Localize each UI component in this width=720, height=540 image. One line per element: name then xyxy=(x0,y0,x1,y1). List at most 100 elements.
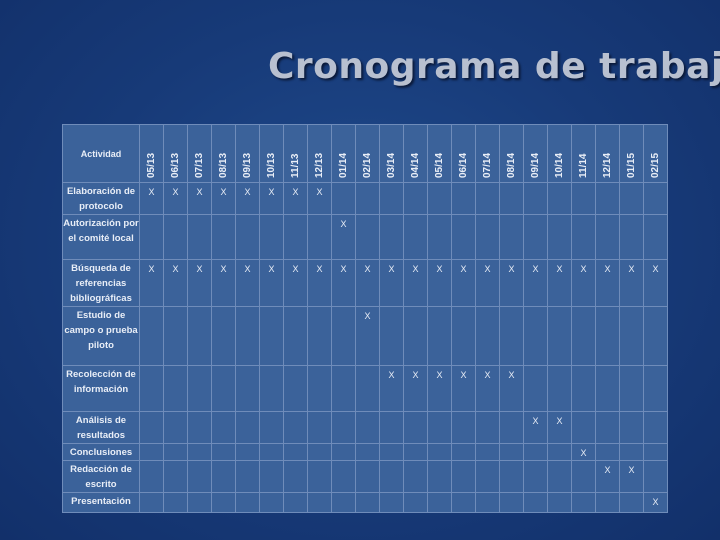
schedule-cell: X xyxy=(235,259,260,307)
schedule-cell xyxy=(163,492,188,513)
schedule-cell xyxy=(523,214,548,260)
table-row: Estudio de campo o prueba piloto X xyxy=(62,306,668,366)
schedule-cell: X xyxy=(427,259,452,307)
schedule-cell xyxy=(619,411,644,444)
schedule-cell: X xyxy=(163,259,188,307)
schedule-cell xyxy=(187,492,212,513)
schedule-cell: X xyxy=(331,259,356,307)
schedule-cell xyxy=(355,214,380,260)
activity-label: Búsqueda de referencias bibliográficas xyxy=(62,259,140,307)
month-label: 08/14 xyxy=(505,152,517,178)
month-label: 01/14 xyxy=(337,152,349,178)
schedule-cell xyxy=(283,365,308,412)
month-header: 05/14 xyxy=(427,124,452,183)
schedule-cell xyxy=(355,182,380,215)
schedule-cell: X xyxy=(139,259,164,307)
month-header: 02/15 xyxy=(643,124,668,183)
schedule-cell xyxy=(571,306,596,366)
schedule-cell xyxy=(187,460,212,493)
schedule-cell xyxy=(187,306,212,366)
schedule-cell xyxy=(211,443,236,461)
schedule-cell xyxy=(547,182,572,215)
schedule-cell: X xyxy=(187,182,212,215)
schedule-cell: X xyxy=(235,182,260,215)
schedule-cell xyxy=(235,443,260,461)
schedule-cell: X xyxy=(499,365,524,412)
schedule-cell xyxy=(187,214,212,260)
schedule-cell xyxy=(307,306,332,366)
schedule-cell xyxy=(451,306,476,366)
schedule-cell: X xyxy=(403,365,428,412)
schedule-cell xyxy=(187,443,212,461)
month-label: 07/13 xyxy=(193,152,205,178)
schedule-cell: X xyxy=(187,259,212,307)
schedule-cell xyxy=(547,460,572,493)
schedule-cell xyxy=(619,214,644,260)
table-row: Autorización por el comité local X xyxy=(62,214,668,260)
month-label: 11/13 xyxy=(289,153,301,178)
schedule-cell xyxy=(235,365,260,412)
schedule-cell xyxy=(523,306,548,366)
schedule-cell xyxy=(499,443,524,461)
schedule-cell: X xyxy=(379,365,404,412)
month-label: 09/14 xyxy=(529,152,541,178)
schedule-cell xyxy=(379,443,404,461)
schedule-cell: X xyxy=(571,259,596,307)
schedule-cell: X xyxy=(475,365,500,412)
schedule-cell xyxy=(283,306,308,366)
schedule-cell xyxy=(547,492,572,513)
schedule-cell xyxy=(307,443,332,461)
schedule-cell xyxy=(451,443,476,461)
schedule-cell xyxy=(163,214,188,260)
schedule-cell xyxy=(379,306,404,366)
schedule-cell xyxy=(163,306,188,366)
schedule-cell xyxy=(307,492,332,513)
month-label: 06/13 xyxy=(169,152,181,178)
schedule-cell xyxy=(187,411,212,444)
schedule-cell xyxy=(403,443,428,461)
table-row: Presentación X xyxy=(62,492,668,513)
schedule-cell: X xyxy=(595,259,620,307)
schedule-cell: X xyxy=(475,259,500,307)
schedule-cell xyxy=(355,492,380,513)
schedule-cell xyxy=(235,411,260,444)
activity-label: Redacción de escrito xyxy=(62,460,140,493)
schedule-cell xyxy=(427,460,452,493)
schedule-cell xyxy=(139,306,164,366)
schedule-cell xyxy=(595,443,620,461)
schedule-cell xyxy=(403,492,428,513)
schedule-cell xyxy=(211,214,236,260)
activity-label: Elaboración de protocolo xyxy=(62,182,140,215)
month-label: 02/15 xyxy=(649,152,661,178)
schedule-cell: X xyxy=(355,306,380,366)
schedule-cell xyxy=(403,306,428,366)
table-row: Recolección de información X X X X X X xyxy=(62,365,668,412)
schedule-cell xyxy=(187,365,212,412)
schedule-cell xyxy=(139,443,164,461)
month-label: 07/14 xyxy=(481,152,493,178)
header-row: Actividad 05/13 06/13 07/13 08/13 09/13 10/13… xyxy=(62,124,668,183)
schedule-cell xyxy=(307,214,332,260)
schedule-cell xyxy=(571,214,596,260)
schedule-cell xyxy=(355,411,380,444)
activity-label: Recolección de información xyxy=(62,365,140,412)
table-row: Redacción de escrito X X xyxy=(62,460,668,493)
schedule-cell xyxy=(499,214,524,260)
schedule-cell xyxy=(307,411,332,444)
schedule-cell xyxy=(427,492,452,513)
schedule-cell xyxy=(475,214,500,260)
month-header: 11/13 xyxy=(283,124,308,183)
schedule-cell xyxy=(403,182,428,215)
schedule-cell xyxy=(379,411,404,444)
schedule-cell: X xyxy=(619,460,644,493)
activity-label: Autorización por el comité local xyxy=(62,214,140,260)
table-row: Conclusiones X xyxy=(62,443,668,461)
schedule-cell xyxy=(379,460,404,493)
schedule-cell xyxy=(235,214,260,260)
table-row: Elaboración de protocolo X X X X X X X X xyxy=(62,182,668,215)
schedule-cell xyxy=(235,460,260,493)
schedule-cell xyxy=(571,460,596,493)
schedule-cell xyxy=(211,411,236,444)
schedule-cell xyxy=(211,460,236,493)
schedule-cell xyxy=(475,492,500,513)
